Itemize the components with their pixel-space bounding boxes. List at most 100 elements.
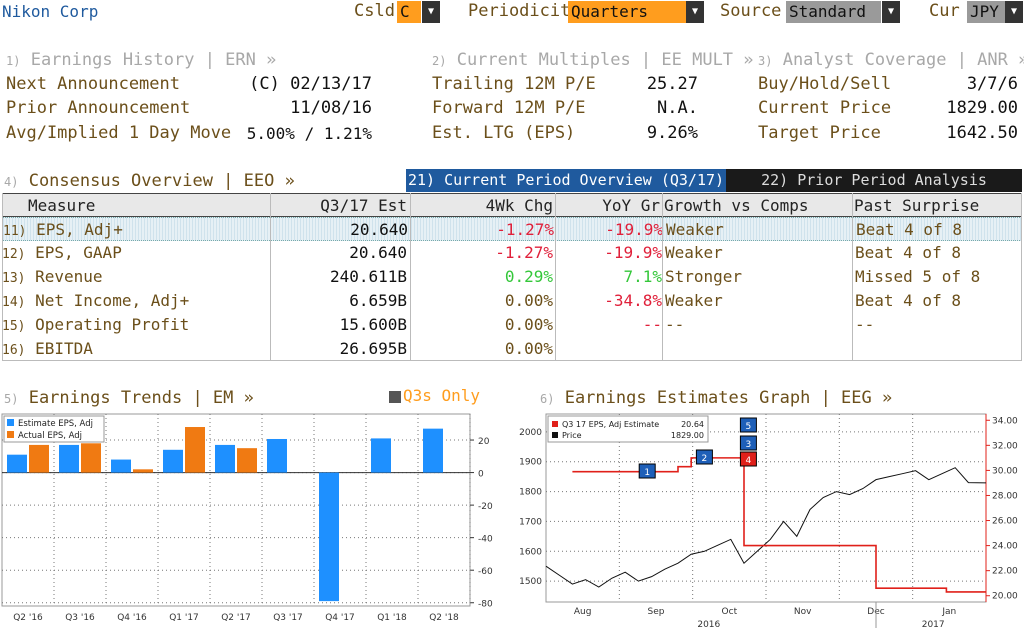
consensus-row[interactable]: 16) EBITDA 26.695B 0.00% [2,337,1022,361]
row-4wk-change: 0.00% [504,339,553,358]
y-tick-label: -40 [478,535,493,545]
trailing-pe-value: 25.27 [646,74,698,94]
row-4wk-change: 0.29% [504,267,553,286]
row-number: 13) [2,271,26,286]
csld-dropdown-arrow-icon[interactable]: ▼ [422,1,440,23]
consensus-row[interactable]: 13) Revenue 240.611B 0.29% 7.1% Stronger… [2,265,1022,289]
earnings-history-title[interactable]: 1) Earnings History | ERN » [6,50,277,70]
avg-move-value: 5.00% / 1.21% [246,124,372,143]
consensus-row[interactable]: 15) Operating Profit 15.600B 0.00% -- --… [2,313,1022,337]
next-announcement-value: (C) 02/13/17 [249,74,372,94]
estimate-bar [371,438,391,473]
row-number: 12) [2,247,26,262]
source-dropdown-arrow-icon[interactable]: ▼ [882,1,900,23]
estimate-bar [7,454,27,473]
measure-label: Net Income, Adj+ [35,291,190,310]
source-label: Source [720,1,782,21]
consensus-overview-title[interactable]: 4) Consensus Overview | EEO » [4,171,295,191]
estimate-bar [267,438,287,473]
forward-pe-label: Forward 12M P/E [432,98,586,118]
analyst-coverage-title[interactable]: 3) Analyst Coverage | ANR » [758,50,1024,70]
next-announcement-label: Next Announcement [6,74,180,94]
consensus-row[interactable]: 11) EPS, Adj+ 20.640 -1.27% -19.9% Weake… [2,217,1022,241]
col-header-growth[interactable]: Growth vs Comps [664,196,809,215]
consensus-row[interactable]: 12) EPS, GAAP 20.640 -1.27% -19.9% Weake… [2,241,1022,265]
forward-pe-value: N.A. [657,98,698,118]
right-tick-label: 30.00 [992,466,1018,476]
consensus-row[interactable]: 14) Net Income, Adj+ 6.659B 0.00% -34.8%… [2,289,1022,313]
row-4wk-change: -1.27% [495,243,553,262]
row-4wk-change: -1.27% [496,220,554,239]
row-measure[interactable]: 13) Revenue [2,265,268,289]
x-year-label: 2017 [922,620,945,630]
measure-label: Operating Profit [35,315,190,334]
estimate-bar [423,428,443,473]
currency-dropdown-arrow-icon[interactable]: ▼ [1005,1,1023,23]
row-estimate: 240.611B [329,267,407,286]
left-tick-label: 2000 [519,428,542,438]
row-number: 14) [2,295,26,310]
legend-value-estimate: 20.64 [681,420,704,429]
currency-select[interactable]: JPY [967,1,1005,23]
row-measure[interactable]: 11) EPS, Adj+ [3,218,269,242]
current-price-value: 1829.00 [946,98,1018,118]
event-marker-label: 3 [746,440,752,450]
x-tick-label: Jan [941,607,956,617]
row-past-surprise: Beat 4 of 8 [855,291,961,310]
source-select[interactable]: Standard [786,1,881,23]
col-header-measure[interactable]: Measure [28,196,96,215]
tab-prior-period[interactable]: 22) Prior Period Analysis (Q2/17) [726,169,1022,212]
event-marker-label: 1 [644,468,650,478]
buy-hold-sell-label: Buy/Hold/Sell [758,74,892,94]
x-tick-label: Oct [722,607,738,617]
row-measure[interactable]: 12) EPS, GAAP [2,241,268,265]
earnings-estimates-chart: 2000 1900 1800 1700 1600 1500 34.00 32.00 30.00 2… [519,413,1018,630]
right-tick-label: 34.00 [992,416,1018,426]
event-marker-icon [739,435,757,451]
estimate-bar [319,472,339,602]
col-header-yoy[interactable]: YoY Gr [602,196,660,215]
avg-move-label: Avg/Implied 1 Day Move [6,123,232,143]
target-price-value: 1642.50 [946,123,1018,143]
estimates-graph-title[interactable]: 6) Earnings Estimates Graph | EEG » [540,388,893,408]
right-tick-label: 28.00 [992,491,1018,501]
col-header-surprise[interactable]: Past Surprise [854,196,980,215]
q3s-only-checkbox[interactable] [389,391,401,403]
tab-current-period[interactable]: 21) Current Period Overview (Q3/17) [406,169,726,192]
x-tick-label: Q2 '18 [429,613,459,623]
legend-box [3,415,105,443]
company-name: Nikon Corp [2,2,99,21]
col-header-est[interactable]: Q3/17 Est [320,196,407,215]
csld-select[interactable]: C [397,1,421,23]
row-4wk-change: 0.00% [504,291,553,310]
row-measure[interactable]: 14) Net Income, Adj+ [2,289,268,313]
x-tick-label: Q2 '17 [221,613,251,623]
current-price-label: Current Price [758,98,892,118]
x-tick-label: Q3 '17 [273,613,303,623]
buy-hold-sell-value: 3/7/6 [966,74,1018,94]
row-past-surprise: -- [855,315,875,334]
legend-box [547,415,709,443]
row-measure[interactable]: 15) Operating Profit [2,313,268,337]
current-multiples-title[interactable]: 2) Current Multiples | EE MULT » [432,50,754,70]
periodicity-dropdown-arrow-icon[interactable]: ▼ [686,1,704,23]
row-4wk-change: 0.00% [504,315,553,334]
row-yoy-growth: -34.8% [604,291,662,310]
q3s-only-label[interactable]: Q3s Only [403,386,481,405]
row-estimate: 6.659B [349,291,407,310]
row-estimate: 15.600B [339,315,407,334]
x-year-label: 2016 [697,620,720,630]
legend-swatch-actual [7,431,14,438]
x-tick-label: Q4 '16 [117,613,147,623]
row-growth-vs-comps: Weaker [665,243,723,262]
row-measure[interactable]: 16) EBITDA [2,337,268,361]
left-tick-label: 1600 [519,547,542,557]
earnings-trends-title[interactable]: 5) Earnings Trends | EM » [4,388,254,408]
measure-label: Revenue [35,267,103,286]
col-header-4wk[interactable]: 4Wk Chg [485,196,553,215]
row-growth-vs-comps: -- [665,315,685,334]
row-number: 11) [3,224,27,239]
periodicity-select[interactable]: Quarters [568,1,686,23]
legend-swatch-estimate [7,419,14,426]
y-tick-label: -60 [478,567,493,577]
